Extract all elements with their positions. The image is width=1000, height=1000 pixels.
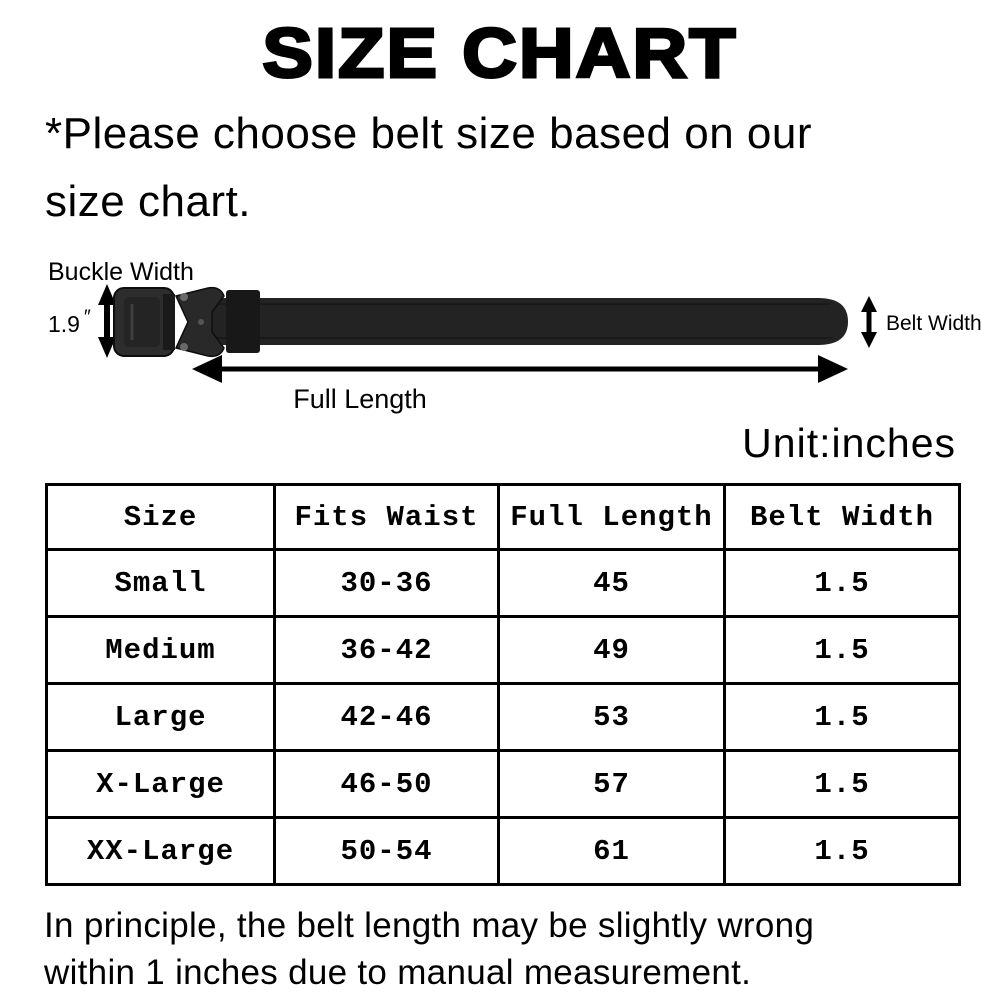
cell-fits-waist: 36-42 (273, 615, 500, 685)
cell-belt-width: 1.5 (723, 749, 961, 819)
belt-diagram: Buckle Width 1.9 ″ B (48, 258, 982, 414)
cell-fits-waist: 42-46 (273, 682, 500, 752)
strap-texture (205, 303, 832, 339)
cell-size: Large (45, 682, 276, 752)
header-belt-width: Belt Width (723, 483, 961, 551)
cell-full-length: 57 (497, 749, 726, 819)
cell-belt-width: 1.5 (723, 615, 961, 685)
cell-belt-width: 1.5 (723, 816, 961, 886)
cell-full-length: 53 (497, 682, 726, 752)
table-header-row: Size Fits Waist Full Length Belt Width (45, 483, 961, 551)
table-row-large: Large 42-46 53 1.5 (45, 682, 961, 752)
unit-label: Unit:inches (742, 420, 956, 466)
cell-fits-waist: 46-50 (273, 749, 500, 819)
belt-width-label: Belt Width (886, 312, 982, 335)
cell-full-length: 61 (497, 816, 726, 886)
belt-width-arrow-icon (861, 296, 877, 348)
cell-full-length: 49 (497, 615, 726, 685)
cell-size: X-Large (45, 749, 276, 819)
intro-text: *Please choose belt size based on our si… (45, 100, 812, 236)
cell-belt-width: 1.5 (723, 682, 961, 752)
cell-size: XX-Large (45, 816, 276, 886)
intro-line-2: size chart. (45, 177, 252, 226)
table-row-medium: Medium 36-42 49 1.5 (45, 615, 961, 685)
buckle-graphic (113, 286, 225, 358)
table-row-xx-large: XX-Large 50-54 61 1.5 (45, 816, 961, 886)
intro-line-1: *Please choose belt size based on our (45, 109, 812, 158)
header-size: Size (45, 483, 276, 551)
full-length-arrow-icon (192, 355, 848, 383)
buckle-width-value: 1.9 ″ (48, 307, 91, 337)
header-fits-waist: Fits Waist (273, 483, 500, 551)
footer-line-1: In principle, the belt length may be sli… (44, 906, 815, 945)
header-full-length: Full Length (497, 483, 726, 551)
cell-size: Small (45, 548, 276, 618)
cell-fits-waist: 50-54 (273, 816, 500, 886)
footer-line-2: within 1 inches due to manual measuremen… (44, 953, 752, 992)
cell-full-length: 45 (497, 548, 726, 618)
table-row-small: Small 30-36 45 1.5 (45, 548, 961, 618)
size-table: Size Fits Waist Full Length Belt Width S… (45, 483, 961, 886)
page-title: SIZE CHART (261, 14, 738, 92)
belt-keeper (226, 290, 260, 353)
footer-note: In principle, the belt length may be sli… (44, 902, 814, 996)
buckle-width-label: Buckle Width (48, 258, 194, 286)
cell-size: Medium (45, 615, 276, 685)
full-length-label: Full Length (293, 384, 427, 414)
table-row-x-large: X-Large 46-50 57 1.5 (45, 749, 961, 819)
buckle-width-arrow-icon (98, 284, 116, 358)
cell-belt-width: 1.5 (723, 548, 961, 618)
belt-strap (205, 298, 848, 345)
cell-fits-waist: 30-36 (273, 548, 500, 618)
